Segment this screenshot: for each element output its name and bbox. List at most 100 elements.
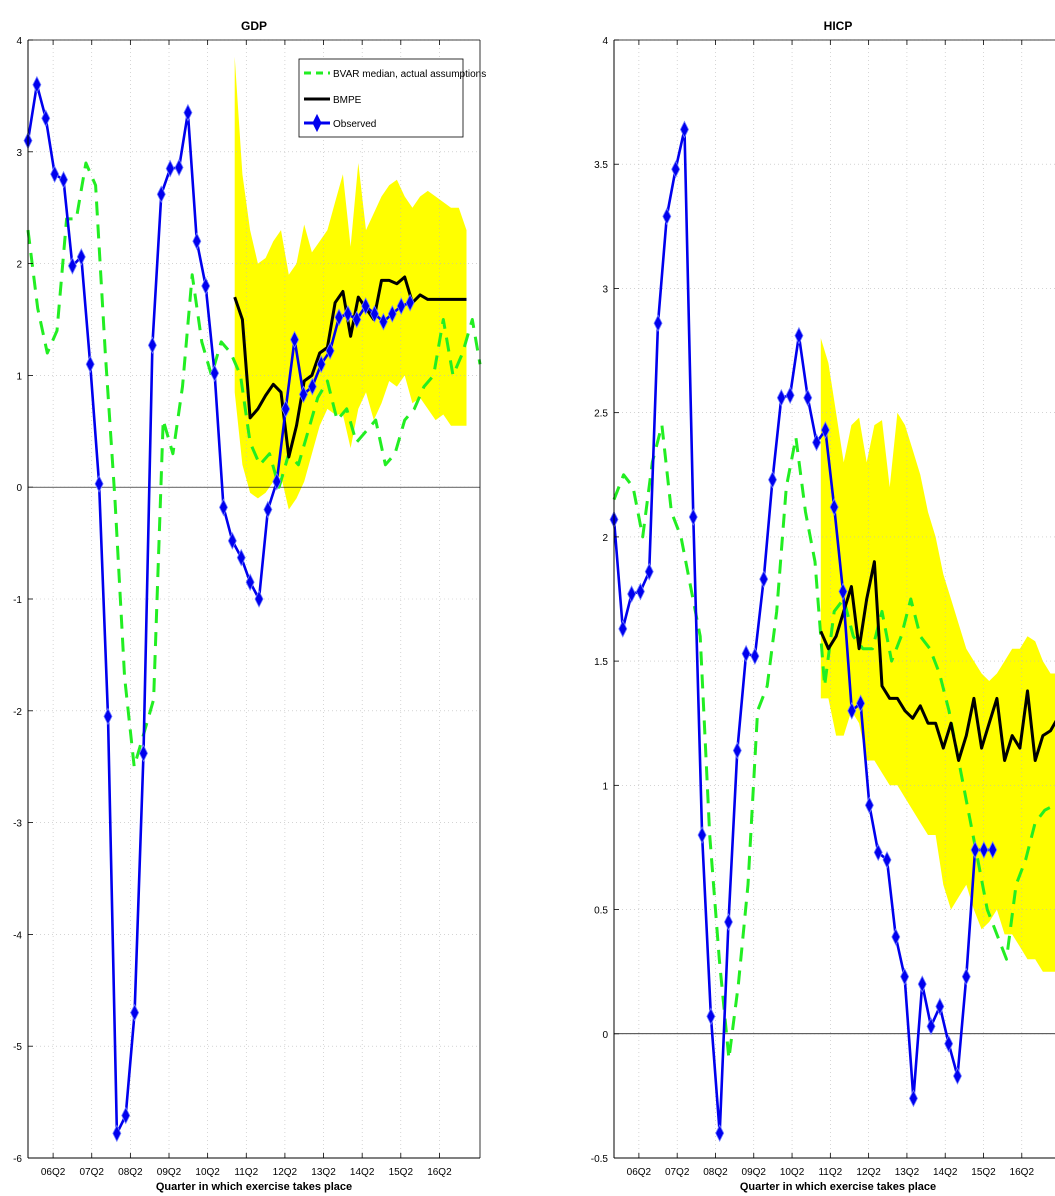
gdp-x-tick-label: 11Q2	[234, 1167, 258, 1178]
gdp-observed-point	[50, 165, 60, 184]
gdp-observed-point	[396, 297, 406, 315]
gdp-y-tick-label: -3	[13, 819, 22, 830]
legend-label-bmpe: BMPE	[333, 95, 362, 106]
hicp-x-tick-label: 14Q2	[933, 1167, 958, 1178]
gdp-panel: 06Q2 07Q2 08Q2 09Q2 10Q2 11Q2 12Q2 13Q2 14Q2 15Q2…	[13, 19, 486, 1193]
hicp-observed-point	[635, 582, 645, 601]
gdp-observed-point	[307, 377, 317, 396]
gdp-series-bvar-median	[26, 161, 482, 769]
gdp-observed-point	[76, 247, 86, 266]
gdp-observed-point	[121, 1106, 131, 1125]
hicp-observed-point	[741, 644, 751, 663]
gdp-observed-point	[299, 385, 308, 404]
gdp-observed-point	[325, 341, 335, 360]
hicp-series-bmpe	[819, 560, 1055, 762]
hicp-y-tick-label: 1	[602, 781, 608, 792]
hicp-observed-point	[750, 647, 760, 666]
gdp-observed-point	[103, 707, 113, 726]
hicp-observed-point	[829, 498, 839, 516]
gdp-observed-point	[290, 330, 300, 349]
hicp-observed-point	[724, 913, 733, 931]
hicp-observed-point	[618, 619, 628, 638]
hicp-observed-point	[935, 997, 945, 1016]
gdp-y-tick-label: -5	[13, 1042, 22, 1053]
legend-marker-observed	[312, 113, 322, 133]
hicp-y-tick-label: 2.5	[594, 409, 608, 420]
gdp-y-tick-label: -1	[13, 595, 22, 606]
gdp-observed-point	[183, 103, 193, 122]
hicp-observed-point	[759, 570, 769, 589]
hicp-x-axis-label: Quarter in which exercise takes place	[740, 1181, 936, 1193]
gdp-x-tick-label: 15Q2	[389, 1167, 414, 1178]
hicp-x-tick-label: 09Q2	[742, 1167, 767, 1178]
hicp-observed-point	[917, 975, 927, 993]
hicp-observed-point	[900, 967, 910, 986]
hicp-x-tick-label: 16Q2	[1010, 1167, 1035, 1178]
hicp-y-tick-label: 4	[602, 36, 608, 47]
gdp-observed-point	[165, 159, 175, 178]
gdp-y-tick-label: 3	[16, 148, 22, 159]
gdp-y-tick-label: -2	[13, 707, 22, 718]
hicp-observed-point	[706, 1007, 716, 1026]
gdp-y-tick-label: 2	[16, 260, 22, 271]
gdp-observed-point	[156, 185, 166, 204]
gdp-y-tick-label: 1	[16, 371, 22, 382]
hicp-observed-point	[891, 927, 901, 946]
gdp-observed-point	[219, 498, 228, 517]
hicp-x-tick-label: 07Q2	[665, 1167, 690, 1178]
hicp-observed-point	[873, 843, 883, 862]
gdp-observed-point	[405, 293, 415, 312]
hicp-observed-point	[953, 1067, 962, 1085]
hicp-y-tick-label: 1.5	[594, 657, 608, 668]
hicp-x-tick-label: 15Q2	[971, 1167, 996, 1178]
hicp-observed-point	[794, 326, 804, 345]
gdp-observed-point	[272, 472, 282, 491]
hicp-series-bvar-median	[612, 423, 1055, 1061]
gdp-observed-point	[139, 744, 148, 763]
hicp-observed-point	[688, 508, 698, 526]
gdp-observed-point	[343, 305, 353, 323]
gdp-observed-point	[378, 312, 388, 331]
gdp-x-axis-label: Quarter in which exercise takes place	[156, 1181, 352, 1193]
gdp-x-tick-label: 07Q2	[80, 1167, 105, 1178]
legend-label-bvar: BVAR median, actual assumptions	[333, 69, 486, 80]
gdp-observed-point	[85, 355, 95, 374]
gdp-series-bmpe	[233, 275, 467, 459]
gdp-observed-point	[263, 500, 273, 519]
gdp-x-tick-label: 13Q2	[311, 1167, 336, 1178]
hicp-observed-point	[653, 314, 663, 333]
gdp-y-tick-label: 0	[16, 483, 22, 494]
hicp-observed-point	[680, 120, 689, 139]
legend-label-observed: Observed	[333, 119, 376, 130]
hicp-observed-point	[644, 562, 654, 581]
gdp-observed-point	[281, 400, 291, 418]
gdp-observed-point	[370, 305, 379, 323]
hicp-observed-point	[979, 841, 989, 859]
gdp-observed-point	[41, 109, 51, 128]
gdp-x-tick-label: 06Q2	[41, 1167, 66, 1178]
gdp-x-tick-label: 16Q2	[427, 1167, 452, 1178]
hicp-observed-point	[776, 388, 786, 407]
hicp-y-tick-label: -0.5	[591, 1154, 609, 1165]
hicp-observed-point	[838, 582, 848, 601]
hicp-observed-point	[856, 694, 866, 713]
gdp-observed-point	[32, 75, 42, 94]
hicp-x-tick-label: 11Q2	[818, 1167, 842, 1178]
hicp-uncertainty-band	[820, 338, 1055, 972]
hicp-x-tick-label: 08Q2	[703, 1167, 728, 1178]
gdp-x-tick-label: 08Q2	[118, 1167, 143, 1178]
hicp-observed-point	[627, 585, 637, 603]
hicp-y-tick-label: 3	[602, 284, 608, 295]
hicp-panel: 06Q2 07Q2 08Q2 09Q2 10Q2 11Q2 12Q2 13Q2 14Q2 15Q2…	[591, 19, 1055, 1193]
hicp-series-observed	[612, 128, 993, 1135]
hicp-x-tick-label: 12Q2	[856, 1167, 881, 1178]
gdp-observed-point	[227, 531, 237, 550]
hicp-observed-point	[864, 796, 874, 815]
gdp-observed-point	[59, 170, 68, 189]
gdp-legend: BVAR median, actual assumptions BMPE Obs…	[298, 58, 486, 138]
gdp-observed-point	[67, 256, 77, 275]
hicp-observed-point	[970, 841, 980, 859]
hicp-observed-point	[803, 388, 813, 407]
hicp-observed-point	[926, 1017, 936, 1036]
gdp-observed-point	[130, 1003, 140, 1022]
